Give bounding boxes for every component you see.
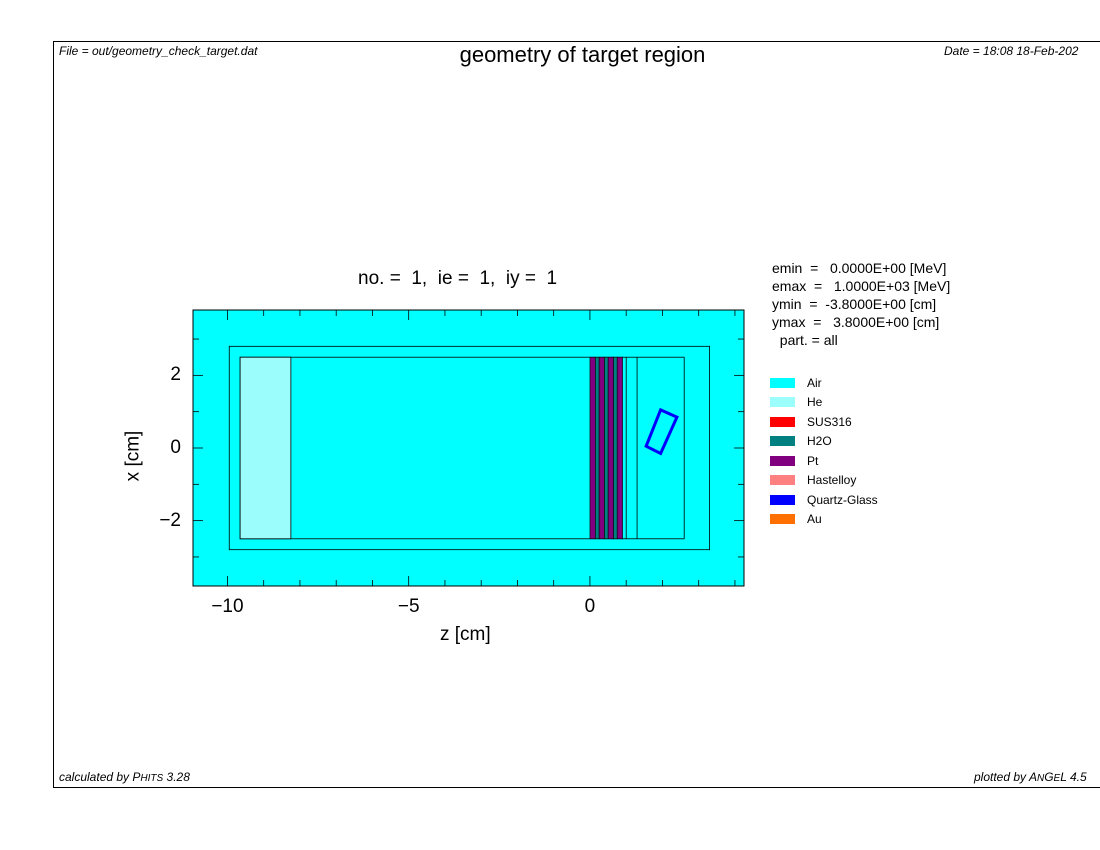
legend-swatch — [770, 455, 795, 466]
legend-swatch — [770, 416, 795, 427]
info-ymin: ymin = -3.8000E+00 [cm] — [772, 296, 937, 312]
info-emax: emax = 1.0000E+03 [MeV] — [772, 278, 951, 294]
plot-frame — [53, 41, 1100, 788]
region-helium — [239, 356, 292, 540]
legend-swatch — [770, 436, 795, 447]
legend-label: Pt — [807, 453, 819, 468]
plotted-by-label: plotted by ANGEL 4.5 — [974, 770, 1087, 784]
y-tick-label: −2 — [159, 509, 181, 531]
legend-item: Air — [770, 373, 878, 393]
legend-label: Au — [807, 512, 822, 527]
file-label: File = out/geometry_check_target.dat — [59, 44, 258, 58]
legend-item: Pt — [770, 451, 878, 471]
legend-swatch — [770, 377, 795, 388]
page-title: geometry of target region — [459, 42, 706, 67]
legend-item: He — [770, 393, 878, 413]
legend-item: Au — [770, 510, 878, 530]
region-pt-plate — [589, 356, 596, 540]
x-tick-label: −10 — [211, 596, 244, 617]
legend-swatch — [770, 494, 795, 505]
region-pt-plate — [598, 356, 605, 540]
x-axis-label: z [cm] — [440, 624, 491, 645]
material-legend: Air He SUS316 H2O Pt Hastelloy Quartz-Glass Au — [770, 373, 878, 529]
region-pt-plate — [616, 356, 623, 540]
quartz-glass-window — [644, 407, 679, 456]
plot-subtitle: no. = 1, ie = 1, iy = 1 — [358, 268, 558, 289]
legend-label: Hastelloy — [807, 473, 857, 488]
legend-item: SUS316 — [770, 412, 878, 432]
legend-label: SUS316 — [807, 414, 852, 429]
legend-label: H2O — [807, 434, 832, 449]
legend-item: H2O — [770, 432, 878, 452]
legend-swatch — [770, 514, 795, 525]
parameter-info: emin = 0.0000E+00 [MeV] emax = 1.0000E+03… — [772, 259, 950, 349]
region-h2o-gap — [613, 356, 618, 540]
y-tick-label: 2 — [170, 364, 181, 386]
legend-label: He — [807, 395, 823, 410]
region-h2o-gap — [595, 356, 600, 540]
x-tick-label: 0 — [584, 596, 596, 617]
region-h2o-gap — [604, 356, 609, 540]
info-emin: emin = 0.0000E+00 [MeV] — [772, 260, 947, 276]
legend-swatch — [770, 475, 795, 486]
info-part: part. = all — [772, 332, 838, 348]
y-tick-label: 0 — [170, 437, 181, 458]
calculated-by-label: calculated by PHITS 3.28 — [59, 770, 190, 784]
legend-swatch — [770, 397, 795, 408]
legend-label: Quartz-Glass — [807, 492, 878, 507]
date-label: Date = 18:08 18-Feb-202 — [944, 44, 1079, 58]
legend-item: Quartz-Glass — [770, 490, 878, 510]
x-tick-label: −5 — [397, 596, 420, 617]
region-pt-plate — [607, 356, 614, 540]
info-ymax: ymax = 3.8000E+00 [cm] — [772, 314, 940, 330]
legend-label: Air — [807, 375, 822, 390]
legend-item: Hastelloy — [770, 471, 878, 491]
